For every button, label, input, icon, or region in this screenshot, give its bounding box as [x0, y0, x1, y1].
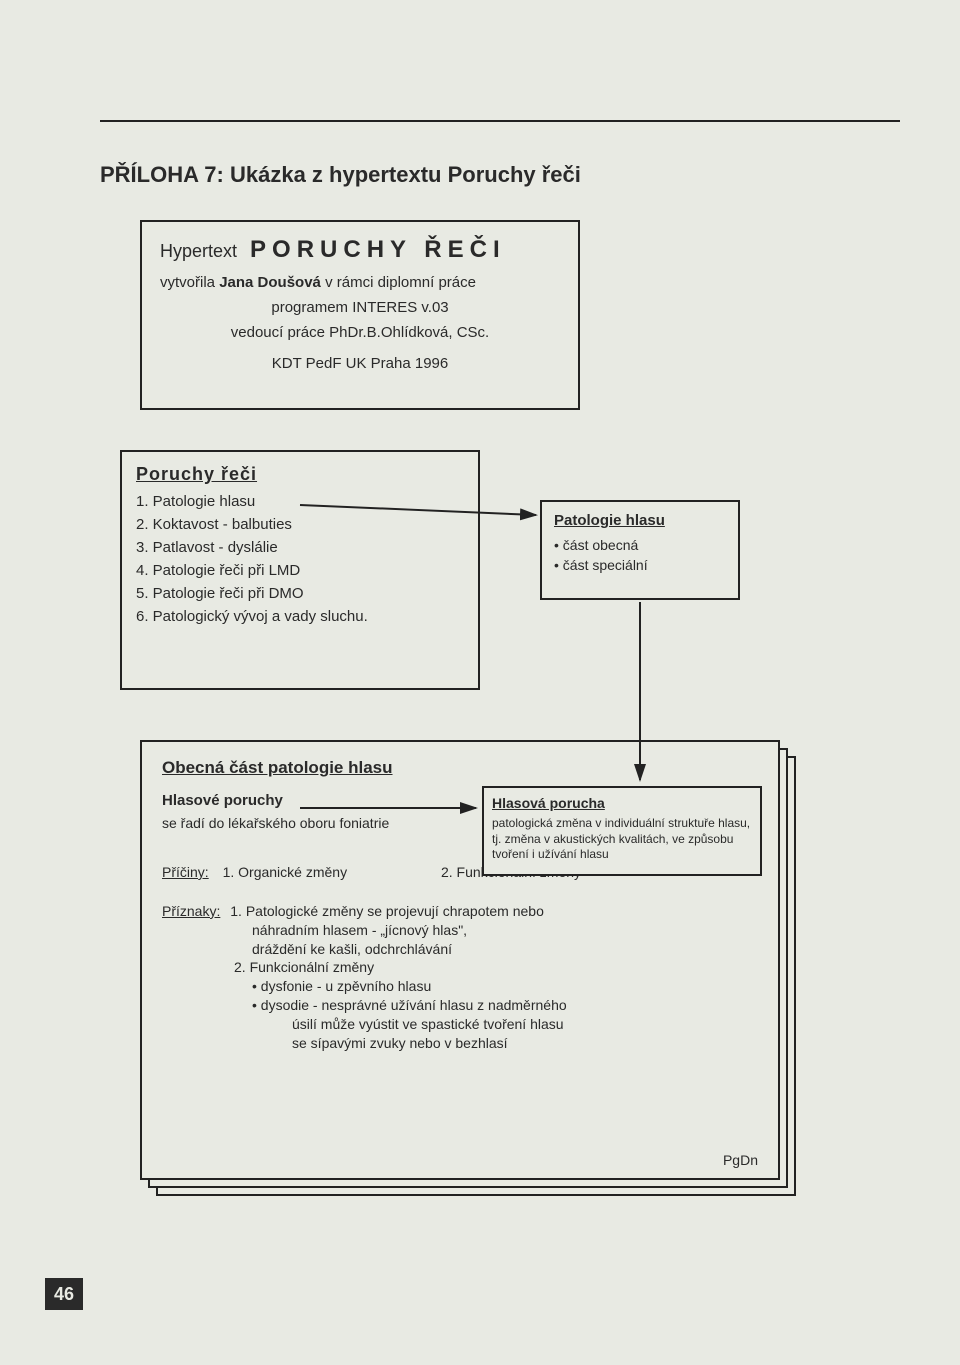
page: PŘÍLOHA 7: Ukázka z hypertextu Poruchy ř… — [0, 0, 960, 1365]
list-item[interactable]: 5. Patologie řeči při DMO — [136, 585, 464, 602]
page-number-badge: 46 — [45, 1278, 83, 1310]
pgdn-label[interactable]: PgDn — [723, 1152, 758, 1168]
list-item[interactable]: 4. Patologie řeči při LMD — [136, 562, 464, 579]
header-card-supervisor: vedoucí práce PhDr.B.Ohlídková, CSc. — [160, 324, 560, 341]
detail-subheading: Hlasové poruchy — [162, 792, 283, 809]
inset-definition: Hlasová porucha patologická změna v indi… — [482, 786, 762, 876]
symptoms-block: Příznaky: 1. Patologické změny se projev… — [162, 902, 758, 1053]
list-item[interactable]: 6. Patologický vývoj a vady sluchu. — [136, 608, 464, 625]
causes-label: Příčiny: — [162, 864, 209, 880]
header-card-author: vytvořila Jana Doušová v rámci diplomní … — [160, 274, 560, 291]
list-item[interactable]: 3. Patlavost - dyslálie — [136, 539, 464, 556]
header-card-prefix: Hypertext — [160, 241, 242, 261]
header-card-footer: KDT PedF UK Praha 1996 — [160, 355, 560, 372]
list-card: Poruchy řeči 1. Patologie hlasu 2. Kokta… — [120, 450, 480, 690]
symptoms-label: Příznaky: — [162, 903, 220, 919]
patologie-card: Patologie hlasu • část obecná • část spe… — [540, 500, 740, 600]
detail-stack: Obecná část patologie hlasu Hlasové poru… — [140, 740, 780, 1180]
list-item[interactable]: 2. Koktavost - balbuties — [136, 516, 464, 533]
inset-body: patologická změna v individuální struktu… — [492, 816, 752, 863]
page-title: PŘÍLOHA 7: Ukázka z hypertextu Poruchy ř… — [100, 162, 900, 188]
detail-heading: Obecná část patologie hlasu — [162, 758, 758, 778]
list-item[interactable]: 1. Patologie hlasu — [136, 493, 464, 510]
patologie-heading: Patologie hlasu — [554, 512, 726, 529]
inset-heading: Hlasová porucha — [492, 794, 752, 812]
header-card-title: Hypertext PORUCHY ŘEČI — [160, 236, 560, 264]
patologie-item[interactable]: • část obecná — [554, 537, 726, 553]
patologie-item[interactable]: • část speciální — [554, 557, 726, 573]
stack-layer-1: Obecná část patologie hlasu Hlasové poru… — [140, 740, 780, 1180]
header-card-big: PORUCHY ŘEČI — [250, 236, 506, 263]
list-heading: Poruchy řeči — [136, 464, 464, 485]
header-card-program: programem INTERES v.03 — [160, 299, 560, 316]
top-rule — [100, 120, 900, 122]
header-card: Hypertext PORUCHY ŘEČI vytvořila Jana Do… — [140, 220, 580, 410]
